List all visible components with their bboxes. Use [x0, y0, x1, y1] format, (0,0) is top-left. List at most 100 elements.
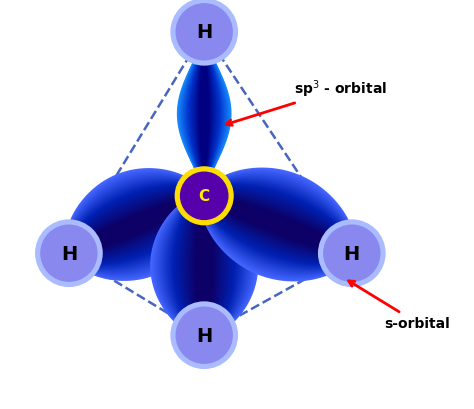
Polygon shape — [69, 195, 204, 255]
Polygon shape — [185, 33, 223, 196]
Polygon shape — [180, 33, 228, 196]
Polygon shape — [204, 194, 352, 256]
Polygon shape — [183, 196, 226, 335]
Polygon shape — [195, 33, 213, 196]
Polygon shape — [187, 33, 221, 196]
Polygon shape — [68, 185, 205, 265]
Polygon shape — [193, 196, 215, 335]
Polygon shape — [178, 33, 231, 196]
Polygon shape — [196, 33, 213, 196]
Polygon shape — [202, 171, 354, 279]
Polygon shape — [168, 196, 240, 335]
Polygon shape — [185, 33, 224, 196]
Polygon shape — [204, 187, 352, 263]
Polygon shape — [203, 185, 353, 265]
Polygon shape — [198, 33, 210, 196]
Circle shape — [323, 225, 381, 282]
Polygon shape — [67, 178, 206, 272]
Polygon shape — [204, 195, 352, 255]
Polygon shape — [191, 33, 218, 196]
Polygon shape — [203, 179, 353, 271]
Circle shape — [35, 220, 103, 288]
Polygon shape — [69, 196, 204, 254]
Polygon shape — [156, 196, 252, 335]
Polygon shape — [170, 196, 239, 335]
Polygon shape — [199, 33, 210, 196]
Polygon shape — [204, 196, 352, 254]
Polygon shape — [190, 33, 218, 196]
Polygon shape — [194, 33, 214, 196]
Polygon shape — [69, 191, 204, 259]
Polygon shape — [68, 188, 205, 262]
Text: H: H — [344, 244, 360, 263]
Polygon shape — [180, 196, 228, 335]
Polygon shape — [181, 33, 228, 196]
Polygon shape — [151, 196, 257, 335]
Polygon shape — [175, 196, 234, 335]
Polygon shape — [182, 33, 226, 196]
Polygon shape — [204, 186, 352, 264]
Polygon shape — [160, 196, 248, 335]
Polygon shape — [204, 193, 352, 257]
Polygon shape — [203, 184, 353, 266]
Polygon shape — [193, 33, 215, 196]
Polygon shape — [178, 33, 230, 196]
Polygon shape — [154, 196, 255, 335]
Text: C: C — [199, 189, 210, 204]
Polygon shape — [66, 169, 207, 281]
Polygon shape — [196, 196, 212, 335]
Polygon shape — [179, 196, 229, 335]
Text: H: H — [196, 326, 212, 345]
Polygon shape — [173, 196, 235, 335]
Polygon shape — [68, 186, 205, 264]
Circle shape — [40, 225, 98, 282]
Polygon shape — [193, 33, 216, 196]
Polygon shape — [204, 187, 352, 263]
Polygon shape — [192, 196, 216, 335]
Polygon shape — [182, 33, 227, 196]
Polygon shape — [200, 33, 208, 196]
Polygon shape — [162, 196, 247, 335]
Polygon shape — [67, 177, 206, 273]
Polygon shape — [69, 196, 204, 254]
Polygon shape — [191, 196, 218, 335]
Polygon shape — [192, 33, 216, 196]
Polygon shape — [171, 196, 237, 335]
Polygon shape — [164, 196, 244, 335]
Polygon shape — [68, 182, 205, 267]
Polygon shape — [196, 33, 212, 196]
Polygon shape — [184, 33, 224, 196]
Text: sp$^3$ - orbital: sp$^3$ - orbital — [226, 79, 387, 126]
Polygon shape — [68, 187, 205, 263]
Polygon shape — [204, 189, 352, 261]
Polygon shape — [67, 180, 206, 270]
Polygon shape — [203, 180, 353, 270]
Polygon shape — [165, 196, 243, 335]
Polygon shape — [67, 171, 207, 279]
Polygon shape — [68, 188, 205, 262]
Polygon shape — [204, 192, 352, 258]
Polygon shape — [188, 33, 221, 196]
Polygon shape — [204, 190, 352, 260]
Polygon shape — [203, 181, 353, 269]
Polygon shape — [68, 183, 205, 267]
Polygon shape — [68, 182, 205, 268]
Circle shape — [175, 168, 233, 225]
Polygon shape — [189, 33, 219, 196]
Polygon shape — [67, 179, 206, 271]
Polygon shape — [69, 194, 204, 256]
Polygon shape — [188, 33, 220, 196]
Text: H: H — [196, 23, 212, 42]
Polygon shape — [195, 196, 213, 335]
Polygon shape — [203, 175, 353, 275]
Polygon shape — [167, 196, 242, 335]
Polygon shape — [203, 182, 353, 268]
Polygon shape — [67, 175, 206, 275]
Text: H: H — [61, 244, 77, 263]
Polygon shape — [204, 191, 352, 259]
Polygon shape — [187, 196, 221, 335]
Polygon shape — [186, 33, 222, 196]
Polygon shape — [163, 196, 246, 335]
Polygon shape — [203, 183, 353, 267]
Polygon shape — [157, 196, 251, 335]
